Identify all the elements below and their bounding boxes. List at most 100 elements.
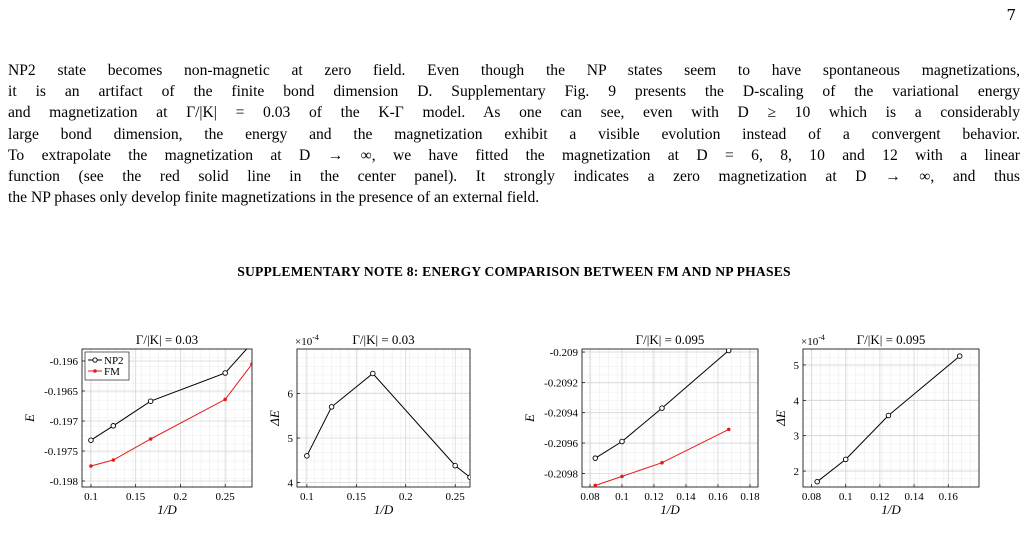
data-point [956,353,963,359]
data-point [222,370,228,376]
data-point [660,460,664,465]
data-point [659,405,665,411]
y-axis-exponent: ×10-4 [295,333,319,348]
series-NP2 [88,341,255,443]
x-tick-label: 0.08 [802,491,822,503]
y-tick-label: -0.2092 [544,377,578,389]
y-tick-label: -0.209 [550,347,579,359]
paragraph-line: and magnetization at Γ/|K| = 0.03 of the… [8,104,1020,122]
section-heading: SUPPLEMENTARY NOTE 8: ENERGY COMPARISON … [237,264,791,279]
y-tick-label: -0.2094 [544,408,578,420]
y-tick-label: -0.2096 [544,438,578,450]
data-point [223,397,227,402]
data-point [304,453,310,459]
series-1 [592,349,732,461]
x-tick-label: 0.15 [126,491,146,503]
data-point [110,423,117,429]
x-tick-label: 0.16 [939,491,959,503]
x-axis-label: 1/D [374,502,394,517]
y-tick-label: -0.197 [50,416,79,428]
data-point [328,404,335,410]
series-line [816,355,961,483]
data-point [250,362,252,366]
paragraph-line: the NP phases only develop finite magnet… [8,189,540,207]
data-point [725,349,732,354]
plot-frame [81,348,253,488]
chart-panel-3: 0.08 0.1 0.12 0.14 0.16 0.18 -0.2098 -0.2096 -0.… [522,332,760,517]
grid [582,349,758,487]
data-point [842,456,849,463]
data-point [814,478,820,485]
y-tick-label: 2 [794,466,800,478]
grid [297,349,470,487]
grid [803,349,979,487]
plot-frame [296,348,471,488]
paragraph-line: To extrapolate the magnetization at D → … [8,146,1020,164]
y-tick-label: 4 [288,478,294,490]
x-axis-label: 1/D [157,502,177,517]
data-point [148,437,153,441]
y-axis-label: E [522,414,537,423]
series-2 [593,427,731,487]
data-point [885,412,892,419]
x-tick-label: 0.25 [446,491,466,503]
x-tick-label: 0.25 [216,491,236,503]
x-tick-label: 0.08 [580,491,600,503]
data-point [88,437,94,443]
x-tick-label: 0.1 [300,491,314,503]
paragraph-line: NP2 state becomes non-magnetic at zero f… [8,62,1020,79]
x-tick-label: 0.15 [347,491,367,503]
plot-frame [802,348,980,488]
legend-entry: FM [104,366,120,378]
legend-entry: NP2 [104,355,124,367]
paragraph-line: large bond dimension, the energy and the… [8,125,1020,143]
y-tick-label: 5 [288,433,294,445]
x-tick-label: 0.16 [708,491,728,503]
x-tick-label: 0.14 [904,491,924,503]
series-1 [304,370,470,480]
x-tick-label: 0.1 [84,491,98,503]
x-axis-label: 1/D [660,502,680,517]
y-tick-label: 6 [288,389,294,401]
chart-title: Γ/|K| = 0.095 [636,332,705,347]
y-tick-label: 5 [794,360,800,372]
chart-title: Γ/|K| = 0.095 [857,332,926,347]
chart-panel-1: 0.1 0.15 0.2 0.25 -0.198 -0.1975 -0.197 -0.1965… [22,332,255,517]
data-point [250,341,255,346]
y-tick-label: -0.198 [50,476,79,488]
y-axis-label: E [22,414,37,423]
data-point [620,474,624,479]
paragraph-line: it is an artifact of the finite bond dim… [8,83,1020,101]
page-number: 7 [1006,6,1016,24]
data-point [593,483,598,487]
x-tick-label: 0.18 [740,491,760,503]
series-FM [89,362,252,468]
data-point [467,474,470,480]
data-point [147,398,154,404]
y-axis-label: ΔE [773,410,788,427]
x-tick-label: 0.2 [174,491,188,503]
x-tick-label: 0.1 [839,491,853,503]
series-line [595,350,730,459]
paragraph-line: function (see the red solid line in the … [8,168,1020,186]
data-point [452,462,458,469]
energy-comparison-figure: 0.1 0.15 0.2 0.25-0.198-0.1975-0.197-0.1965… [22,332,980,517]
plot-frame [581,348,759,488]
data-point [370,370,376,377]
data-point [111,458,116,462]
data-point [619,438,625,445]
x-tick-label: 0.12 [644,491,663,503]
y-tick-label: -0.196 [50,356,79,368]
data-point [726,427,731,432]
x-tick-label: 0.12 [870,491,889,503]
y-tick-label: 4 [794,395,800,407]
y-tick-label: -0.1975 [44,446,78,458]
y-tick-label: -0.2098 [544,468,578,480]
x-axis-label: 1/D [881,502,901,517]
y-tick-label: -0.1965 [44,386,78,398]
x-tick-label: 0.1 [615,491,629,503]
chart-panel-2: 0.1 0.15 0.2 0.25 4 5 6 Γ/|K| = 0.03 ×10-4 1/D ΔE [267,332,471,517]
grid [82,349,252,487]
series-line [595,428,729,486]
chart-title: Γ/|K| = 0.03 [136,332,198,347]
